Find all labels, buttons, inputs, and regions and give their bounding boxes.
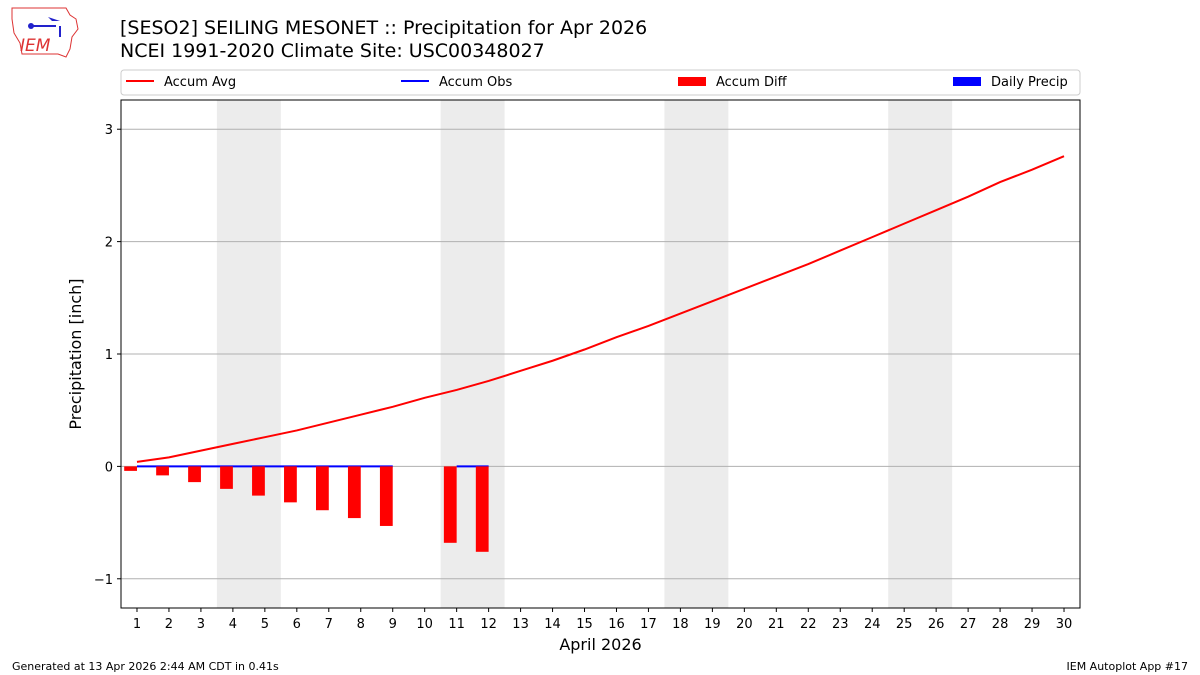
y-tick-label: 2 [105,236,113,251]
bar-accum-diff [188,466,201,483]
y-tick-label: 0 [105,460,113,475]
x-tick-label: 14 [544,617,561,632]
legend-label: Accum Obs [439,75,512,90]
svg-text:IEM: IEM [20,36,51,56]
x-tick-label: 26 [928,617,945,632]
x-tick-label: 24 [864,617,881,632]
x-tick-label: 29 [1024,617,1041,632]
x-tick-label: 25 [896,617,913,632]
legend-label: Accum Diff [716,75,788,90]
legend-swatch [678,77,706,86]
x-tick-label: 1 [133,617,141,632]
y-tick-label: −1 [94,573,113,588]
legend [120,69,1081,96]
x-tick-label: 4 [229,617,237,632]
x-tick-label: 23 [832,617,849,632]
plot-frame [120,99,1081,609]
x-tick-label: 15 [576,617,593,632]
bar-accum-diff [443,466,457,543]
bar-accum-diff [315,466,329,511]
x-tick-label: 7 [325,617,333,632]
x-tick-label: 18 [672,617,689,632]
bar-accum-diff [284,466,297,503]
x-tick-label: 17 [640,617,657,632]
bar-accum-diff [124,466,137,471]
x-tick-label: 28 [992,617,1009,632]
x-tick-label: 22 [800,617,817,632]
chart-title: [SESO2] SEILING MESONET :: Precipitation… [120,17,648,39]
bar-accum-diff [156,466,169,476]
x-tick-label: 9 [389,617,397,632]
x-tick-label: 5 [261,617,269,632]
y-tick-label: 3 [105,123,113,138]
x-tick-label: 2 [165,617,173,632]
x-tick-label: 13 [512,617,529,632]
x-axis-label: April 2026 [559,635,641,654]
legend-label: Accum Avg [164,75,236,90]
line-accum-avg [136,155,1065,463]
footer-app: IEM Autoplot App #17 [1066,660,1189,673]
y-axis-label: Precipitation [inch] [66,278,85,429]
chart-subtitle: NCEI 1991-2020 Climate Site: USC00348027 [120,40,545,62]
y-tick-label: 1 [105,348,113,363]
x-tick-label: 12 [480,617,497,632]
iem-logo: IEM [11,7,79,58]
x-tick-label: 8 [357,617,365,632]
x-tick-label: 21 [768,617,785,632]
footer-generated: Generated at 13 Apr 2026 2:44 AM CDT in … [12,660,279,673]
bar-accum-diff [252,466,265,496]
legend-label: Daily Precip [991,75,1068,90]
bar-accum-diff [475,466,489,552]
x-tick-label: 11 [448,617,465,632]
bar-accum-diff [347,466,361,519]
x-tick-label: 27 [960,617,977,632]
bar-accum-diff [220,466,233,489]
x-tick-label: 3 [197,617,205,632]
legend-swatch [953,77,981,86]
x-tick-label: 20 [736,617,753,632]
x-tick-label: 10 [416,617,433,632]
x-tick-label: 6 [293,617,301,632]
x-tick-label: 19 [704,617,721,632]
x-tick-label: 16 [608,617,625,632]
x-tick-label: 30 [1056,617,1073,632]
bar-accum-diff [379,466,393,526]
